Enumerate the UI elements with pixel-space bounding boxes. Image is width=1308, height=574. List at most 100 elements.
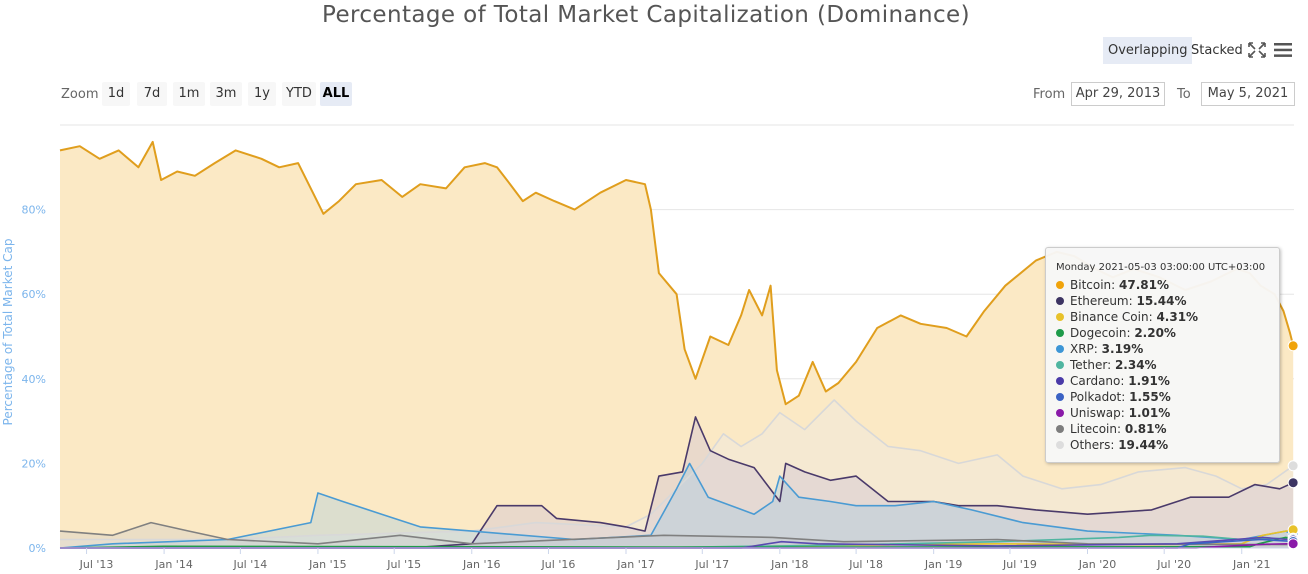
tooltip-series-value: 4.31% — [1156, 310, 1199, 324]
tooltip-row: XRP: 3.19% — [1056, 341, 1279, 357]
tooltip-series-name: Uniswap: — [1070, 406, 1129, 420]
tooltip-series-name: Cardano: — [1070, 374, 1129, 388]
y-tick-label: 20% — [22, 457, 46, 470]
zoom-all-button[interactable]: ALL — [320, 82, 352, 106]
tooltip-series-dot — [1056, 393, 1064, 401]
y-tick-label: 0% — [29, 542, 46, 555]
tooltip-series-name: Litecoin: — [1070, 422, 1125, 436]
x-tick-label: Jul '19 — [1002, 558, 1037, 571]
dogecoin-line — [59, 536, 1294, 549]
tooltip-series-value: 0.81% — [1124, 422, 1167, 436]
x-tick-label: Jan '16 — [462, 558, 500, 571]
hamburger-glyph — [1274, 43, 1292, 57]
x-tick-label: Jan '20 — [1078, 558, 1116, 571]
tooltip-row: Polkadot: 1.55% — [1056, 389, 1279, 405]
tooltip-series-value: 1.01% — [1128, 406, 1171, 420]
others-area — [60, 400, 1294, 548]
zoom-1m-button[interactable]: 1m — [173, 82, 205, 106]
tooltip-series-dot — [1056, 345, 1064, 353]
tooltip-series-dot — [1056, 361, 1064, 369]
uniswap-marker — [1287, 538, 1299, 550]
tooltip-series-dot — [1056, 409, 1064, 417]
tooltip-series-dot — [1056, 377, 1064, 385]
bitcoin-marker — [1287, 340, 1299, 352]
y-tick-label: 40% — [22, 373, 46, 386]
tooltip-series-value: 3.19% — [1101, 342, 1144, 356]
tooltip-series-dot — [1056, 425, 1064, 433]
tooltip-row: Litecoin: 0.81% — [1056, 421, 1279, 437]
tooltip-series-name: Others: — [1070, 438, 1119, 452]
fullscreen-glyph — [1248, 42, 1266, 58]
x-tick-label: Jan '17 — [616, 558, 654, 571]
zoom-1y-button[interactable]: 1y — [248, 82, 276, 106]
x-tick-label: Jan '21 — [1232, 558, 1270, 571]
from-date-input[interactable]: Apr 29, 2013 — [1071, 82, 1165, 106]
area-layer — [60, 141, 1294, 548]
zoom-3m-button[interactable]: 3m — [210, 82, 242, 106]
zoom-7d-button[interactable]: 7d — [137, 82, 167, 106]
stacked-button[interactable]: Stacked — [1191, 43, 1243, 58]
tooltip-series-value: 19.44% — [1118, 438, 1169, 452]
tooltip-row: Cardano: 1.91% — [1056, 373, 1279, 389]
tooltip-series-value: 1.55% — [1129, 390, 1171, 404]
x-tick-label: Jul '20 — [1156, 558, 1191, 571]
x-tick-label: Jan '15 — [308, 558, 346, 571]
marker-layer — [1287, 340, 1299, 551]
others-marker — [1287, 460, 1299, 472]
to-date-input[interactable]: May 5, 2021 — [1201, 82, 1295, 106]
axis-layer: 0% 20% 40% 60% 80% Jul '13 Jan '14 Jul '14 Jan '… — [22, 204, 1294, 571]
tooltip-series-name: Polkadot: — [1070, 390, 1130, 404]
zoom-label: Zoom — [61, 87, 99, 102]
litecoin-line — [59, 521, 1294, 546]
tooltip-series-value: 2.34% — [1114, 358, 1157, 372]
x-tick-label: Jan '19 — [924, 558, 962, 571]
tooltip-series-name: Bitcoin: — [1070, 278, 1120, 292]
chart-tooltip: Monday 2021-05-03 03:00:00 UTC+03:00 Bit… — [1045, 247, 1280, 463]
tooltip-series-value: 47.81% — [1119, 278, 1169, 292]
ethereum-marker — [1287, 477, 1299, 489]
x-tick-label: Jul '13 — [79, 558, 114, 571]
x-tick-label: Jul '17 — [694, 558, 729, 571]
xrp-line — [59, 462, 1294, 549]
x-tick-label: Jan '14 — [154, 558, 192, 571]
zoom-1d-button[interactable]: 1d — [102, 82, 130, 106]
y-tick-label: 60% — [22, 288, 46, 301]
tooltip-rows: Bitcoin: 47.81% Ethereum: 15.44% Binance C… — [1056, 277, 1279, 453]
tooltip-series-name: Dogecoin: — [1070, 326, 1135, 340]
tooltip-series-value: 15.44% — [1136, 294, 1187, 308]
tooltip-row: Dogecoin: 2.20% — [1056, 325, 1279, 341]
tooltip-row: Others: 19.44% — [1056, 437, 1279, 453]
tooltip-series-dot — [1056, 297, 1064, 305]
x-tick-label: Jul '15 — [386, 558, 421, 571]
tooltip-series-name: XRP: — [1070, 342, 1102, 356]
y-tick-label: 80% — [22, 204, 46, 217]
tooltip-row: Binance Coin: 4.31% — [1056, 309, 1279, 325]
tooltip-series-value: 2.20% — [1134, 326, 1176, 340]
from-label: From — [1033, 87, 1066, 102]
tooltip-series-dot — [1056, 329, 1064, 337]
tooltip-row: Bitcoin: 47.81% — [1056, 277, 1279, 293]
tooltip-series-name: Tether: — [1070, 358, 1115, 372]
tooltip-row: Uniswap: 1.01% — [1056, 405, 1279, 421]
tooltip-series-value: 1.91% — [1128, 374, 1170, 388]
fullscreen-icon[interactable] — [1246, 40, 1268, 60]
x-tick-label: Jul '16 — [541, 558, 576, 571]
x-tick-label: Jul '14 — [232, 558, 267, 571]
tooltip-series-name: Binance Coin: — [1070, 310, 1157, 324]
x-tick-label: Jul '18 — [848, 558, 883, 571]
cardano-line — [60, 536, 1294, 549]
others-line — [60, 399, 1294, 541]
ethereum-area — [60, 416, 1294, 548]
ethereum-line — [60, 416, 1294, 549]
zoom-ytd-button[interactable]: YTD — [282, 82, 316, 106]
tooltip-series-name: Ethereum: — [1070, 294, 1137, 308]
hamburger-menu-icon[interactable] — [1272, 40, 1294, 60]
tooltip-series-dot — [1056, 313, 1064, 321]
chart-title: Percentage of Total Market Capitalizatio… — [322, 2, 970, 28]
tooltip-row: Tether: 2.34% — [1056, 357, 1279, 373]
bitcoin-area — [60, 141, 1294, 548]
tooltip-header: Monday 2021-05-03 03:00:00 UTC+03:00 — [1056, 262, 1266, 273]
overlapping-button[interactable]: Overlapping — [1103, 37, 1193, 64]
tooltip-series-dot — [1056, 281, 1064, 289]
